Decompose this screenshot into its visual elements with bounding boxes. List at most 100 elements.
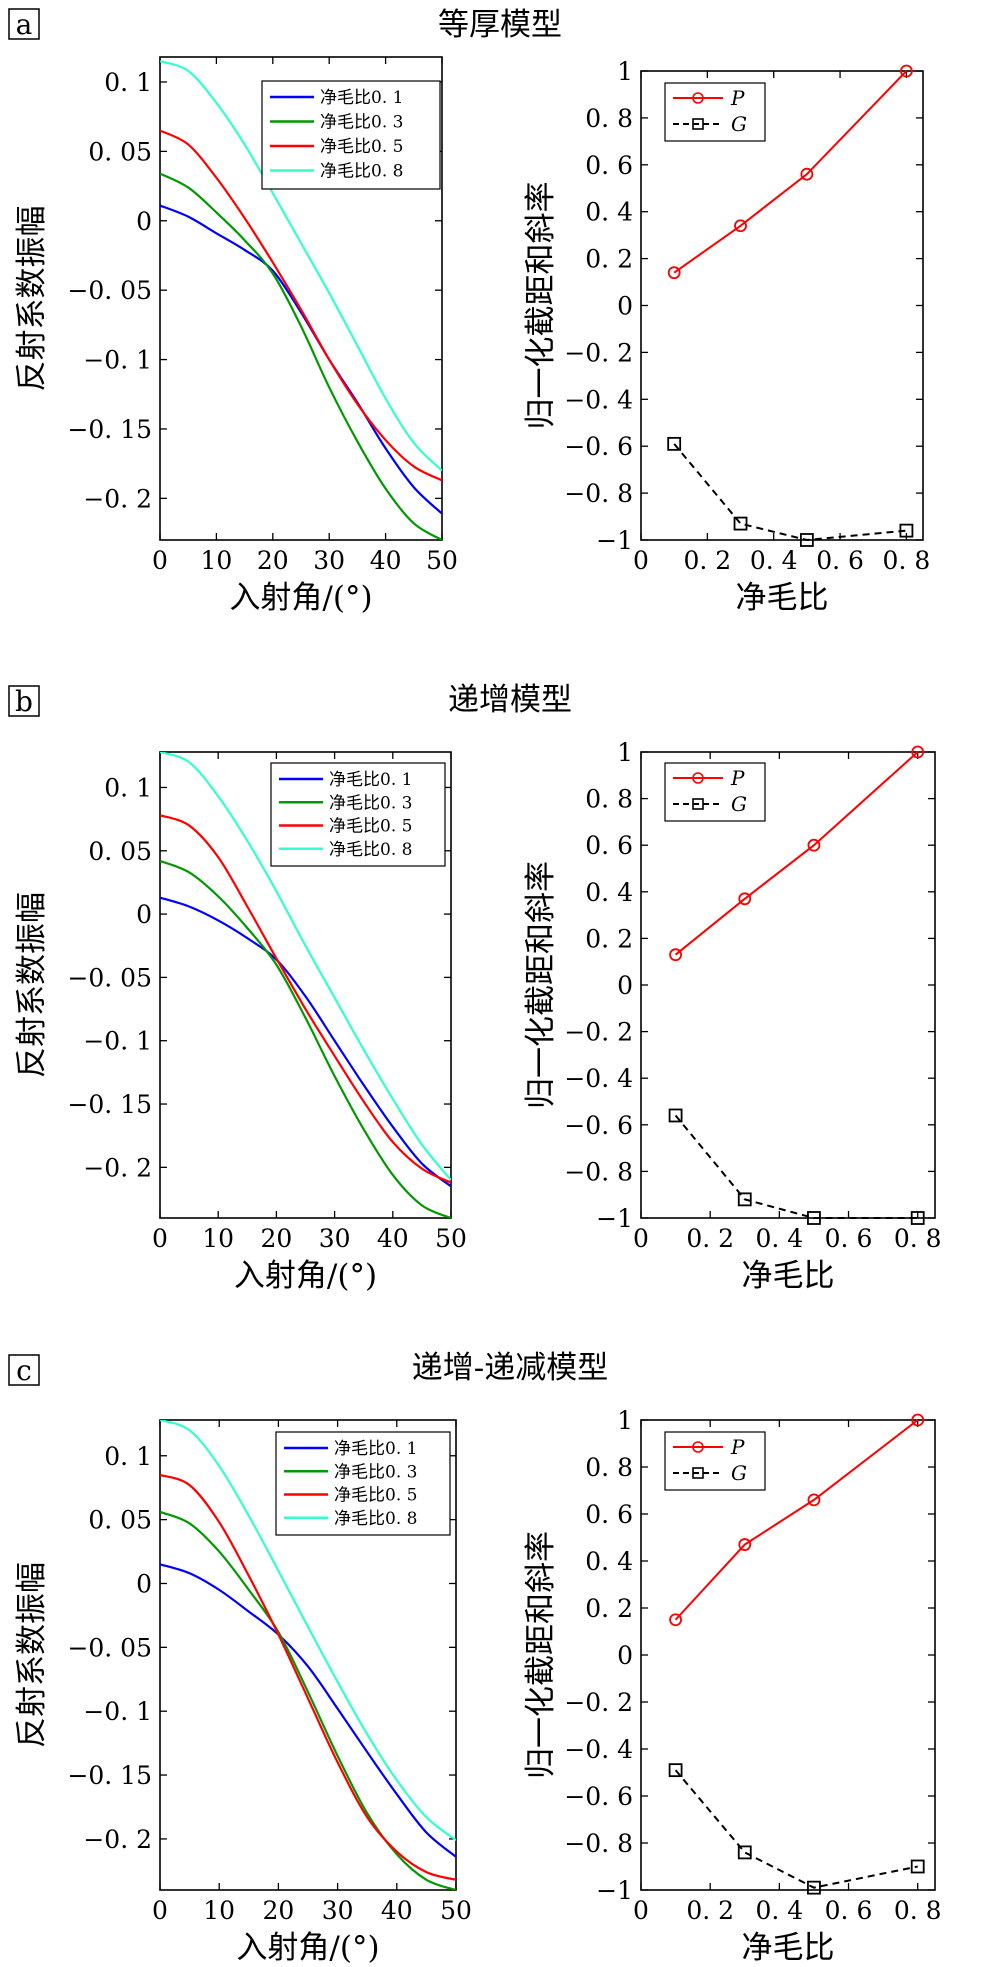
y-tick-label: −0. 8 — [564, 1157, 633, 1186]
marker-P-2 — [807, 1493, 821, 1507]
y-tick-label: −0. 8 — [564, 1829, 633, 1858]
x-tick-label: 0 — [152, 546, 168, 575]
plot-frame — [159, 751, 452, 1219]
x-tick-label: 0. 8 — [883, 546, 931, 575]
series-line-2 — [160, 129, 442, 482]
plot-5: 0 0. 2 0. 4 0. 6 0. 8 1 0. 8 0. 6 0. 4 0. 2 0 −0. 2… — [523, 1406, 942, 1966]
legend-marker-G — [692, 118, 704, 130]
legend-marker-P — [692, 1441, 704, 1453]
y-axis-label: 归一化截距和斜率 — [523, 182, 559, 430]
x-tick-label: 30 — [313, 546, 345, 575]
legend-marker-P — [692, 92, 704, 104]
series-line-P — [674, 751, 919, 956]
y-tick-label: −0. 1 — [83, 1027, 152, 1056]
x-tick-label: 40 — [377, 1224, 409, 1253]
series-line-P — [673, 70, 908, 274]
x-axis-label: 净毛比 — [742, 1258, 835, 1294]
marker-G-1 — [737, 1192, 752, 1207]
marker-P-1 — [734, 219, 747, 233]
x-tick-label: 0. 4 — [750, 546, 798, 575]
y-tick-label: −0. 2 — [564, 338, 633, 367]
x-tick-label: 50 — [435, 1224, 467, 1253]
y-tick-label: 1 — [617, 1406, 633, 1435]
legend-label-P: P — [730, 766, 745, 790]
marker-G-0 — [667, 436, 682, 451]
y-tick-label: 0. 05 — [88, 837, 152, 866]
marker-G-3 — [910, 1211, 925, 1225]
y-axis-label: 反射系数振幅 — [14, 206, 50, 392]
legend-label-1: 净毛比0. 3 — [334, 1462, 417, 1482]
x-tick-label: 50 — [426, 546, 458, 575]
legend-label-2: 净毛比0. 5 — [334, 1486, 417, 1506]
y-tick-label: −0. 4 — [564, 1735, 633, 1764]
marker-P-0 — [667, 266, 681, 280]
legend-label-3: 净毛比0. 8 — [329, 840, 412, 860]
y-tick-label: 0. 6 — [585, 1500, 633, 1529]
x-tick-label: 0. 2 — [686, 1224, 734, 1253]
y-axis-label: 反射系数振幅 — [14, 892, 50, 1078]
x-tick-label: 10 — [200, 546, 232, 575]
y-tick-label: −1 — [596, 1204, 633, 1233]
legend-label-3: 净毛比0. 8 — [320, 162, 403, 182]
legend-marker-P — [692, 772, 704, 784]
panel-c-header: c 递增-递减模型 — [8, 1350, 608, 1387]
legend: PG — [664, 82, 766, 142]
legend-label-P: P — [730, 1435, 745, 1459]
y-tick-label: 0. 1 — [104, 1442, 152, 1471]
x-tick-label: 0. 2 — [683, 546, 731, 575]
series-line-0 — [160, 896, 451, 1188]
legend: 净毛比0. 1 净毛比0. 3 净毛比0. 5 净毛比0. 8 — [261, 80, 441, 190]
legend: 净毛比0. 1 净毛比0. 3 净毛比0. 5 净毛比0. 8 — [275, 1431, 451, 1536]
y-tick-label: 0. 2 — [585, 1594, 633, 1623]
plot-frame — [159, 1419, 457, 1891]
y-tick-label: 0. 05 — [88, 137, 152, 166]
y-tick-label: −0. 2 — [83, 484, 152, 513]
marker-G-1 — [733, 516, 748, 531]
legend-label-1: 净毛比0. 3 — [320, 113, 403, 133]
marker-P-2 — [800, 167, 814, 181]
marker-P-0 — [669, 1613, 682, 1627]
marker-G-0 — [668, 1108, 683, 1123]
y-tick-label: −0. 6 — [564, 1111, 633, 1140]
x-tick-label: 0. 2 — [686, 1896, 734, 1925]
y-tick-label: −0. 2 — [83, 1153, 152, 1182]
legend-label-G: G — [731, 792, 747, 816]
x-axis-label: 入射角/(°) — [236, 1930, 379, 1966]
x-axis-label: 入射角/(°) — [229, 580, 372, 616]
legend-label-0: 净毛比0. 1 — [329, 770, 412, 790]
marker-G-1 — [737, 1845, 752, 1860]
plot-2: 0 10 20 30 40 50 0. 1 0. 05 0 −0. 05 −0. 1 −0. 15 −0… — [14, 751, 467, 1294]
plot-frame — [159, 56, 443, 541]
marker-G-3 — [899, 523, 914, 538]
marker-P-0 — [669, 948, 682, 962]
y-tick-label: 0. 4 — [585, 1547, 633, 1576]
x-tick-label: 10 — [203, 1896, 235, 1925]
y-tick-label: −0. 2 — [564, 1688, 633, 1717]
legend: PG — [664, 762, 766, 822]
legend-label-P: P — [730, 86, 745, 110]
x-tick-label: 0 — [152, 1896, 168, 1925]
y-tick-label: 0 — [136, 1569, 152, 1598]
y-tick-label: 0. 1 — [104, 68, 152, 97]
series-line-3 — [160, 60, 442, 472]
x-tick-label: 0. 6 — [816, 546, 864, 575]
plot-1: 0 0. 2 0. 4 0. 6 0. 8 1 0. 8 0. 6 0. 4 0. 2 0 −0. 2… — [523, 57, 930, 616]
y-tick-label: 1 — [617, 57, 633, 86]
plot-3: 0 0. 2 0. 4 0. 6 0. 8 1 0. 8 0. 6 0. 4 0. 2 0 −0. 2… — [523, 738, 942, 1294]
panel-b-header: b 递增模型 — [8, 682, 572, 718]
y-tick-label: −0. 2 — [564, 1018, 633, 1047]
y-tick-label: −0. 4 — [564, 1064, 633, 1093]
series-line-P — [674, 1419, 919, 1621]
panel-b-title: 递增模型 — [448, 682, 572, 718]
y-tick-label: 0. 6 — [585, 151, 633, 180]
x-tick-label: 30 — [319, 1224, 351, 1253]
plot-4: 0 10 20 30 40 50 0. 1 0. 05 0 −0. 05 −0. 1 −0. 15 −0… — [14, 1419, 472, 1966]
panel-b-label: b — [15, 685, 33, 718]
series-line-1 — [160, 859, 451, 1218]
y-tick-label: −0. 8 — [564, 479, 633, 508]
marker-G-2 — [807, 1880, 821, 1895]
x-tick-label: 0. 4 — [755, 1896, 803, 1925]
legend-box — [261, 80, 441, 190]
marker-G-2 — [799, 533, 814, 547]
legend-box — [664, 1431, 766, 1491]
